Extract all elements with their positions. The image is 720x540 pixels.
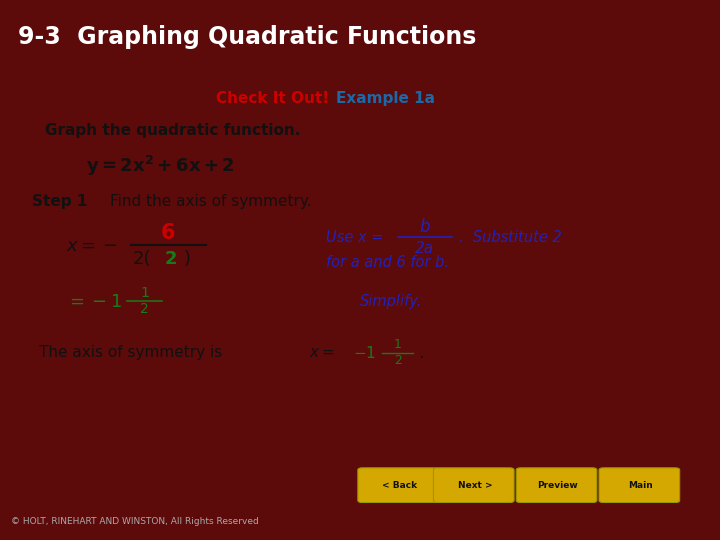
Text: 6: 6 [161,222,176,242]
Text: 1: 1 [140,286,149,300]
Text: 2a: 2a [415,241,435,256]
Text: < Back: < Back [382,481,417,490]
Text: $\mathbf{y = 2x^2 + 6x + 2}$: $\mathbf{y = 2x^2 + 6x + 2}$ [86,153,235,178]
FancyBboxPatch shape [358,468,438,503]
Text: Find the axis of symmetry.: Find the axis of symmetry. [110,193,312,208]
FancyBboxPatch shape [433,468,514,503]
Text: 2: 2 [165,250,178,268]
Text: .: . [418,344,424,362]
Text: Main: Main [629,481,653,490]
Text: The axis of symmetry is: The axis of symmetry is [39,345,222,360]
Text: Step 1: Step 1 [32,193,87,208]
Text: 1: 1 [394,339,402,352]
Text: for a and 6 for b.: for a and 6 for b. [325,255,449,269]
Text: .  Substitute 2: . Substitute 2 [459,230,562,245]
Text: 2: 2 [140,302,149,316]
Text: 9-3  Graphing Quadratic Functions: 9-3 Graphing Quadratic Functions [18,24,477,49]
Text: 2: 2 [394,354,402,367]
Text: $x = -$: $x = -$ [66,238,118,255]
FancyBboxPatch shape [599,468,680,503]
FancyBboxPatch shape [516,468,597,503]
Text: $= -1$: $= -1$ [66,293,122,310]
Text: © HOLT, RINEHART AND WINSTON, All Rights Reserved: © HOLT, RINEHART AND WINSTON, All Rights… [11,517,258,526]
Text: Check It Out!: Check It Out! [216,91,329,106]
Text: Preview: Preview [538,481,578,490]
Text: ): ) [184,250,191,268]
Text: $-1$: $-1$ [354,345,376,361]
Text: Example 1a: Example 1a [336,91,435,106]
Text: Simplify.: Simplify. [360,294,423,309]
Text: 2(: 2( [133,250,151,268]
Text: Use x =: Use x = [325,230,383,245]
Text: b: b [420,218,431,235]
Text: Next >: Next > [458,481,492,490]
Text: Graph the quadratic function.: Graph the quadratic function. [45,123,301,138]
Text: $x = $: $x = $ [309,346,334,360]
